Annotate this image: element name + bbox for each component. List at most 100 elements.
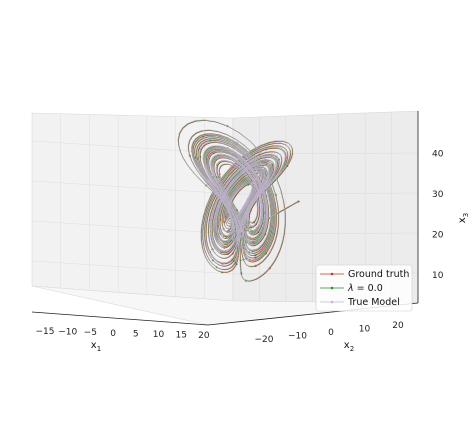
trajectory-point (269, 250, 271, 252)
trajectory-point (262, 179, 264, 182)
legend-label-lambda-symbol: λ (347, 283, 354, 294)
x1-axis-label-sub: 1 (97, 345, 101, 353)
trajectory-point (221, 250, 223, 252)
trajectory-point (210, 233, 212, 235)
x3-axis-label-main: x (457, 217, 468, 223)
trajectory-point (249, 177, 252, 179)
trajectory-point (239, 239, 241, 241)
legend-label-ground-truth: Ground truth (348, 269, 409, 280)
legend: Ground truth λ = 0.0 True Model (315, 264, 413, 312)
x2-tick-label: 10 (359, 325, 371, 335)
grid-lines (31, 112, 419, 303)
trajectory-point (245, 176, 248, 178)
legend-label-lambda: λ = 0.0 (347, 283, 383, 294)
trajectory-point (258, 195, 260, 197)
trajectory-point (252, 193, 254, 195)
trajectory-point (230, 232, 232, 234)
x3-tick-label: 20 (432, 231, 444, 241)
trajectory-point (219, 238, 222, 240)
trajectory-point (267, 240, 269, 242)
trajectory-point (249, 204, 251, 206)
trajectory-point (247, 241, 249, 243)
x1-axis-label: x1 (91, 340, 101, 353)
trajectory-point (261, 163, 263, 166)
trajectory-point (241, 224, 243, 226)
x1-tick-label: −5 (84, 328, 97, 338)
trajectory-point (287, 146, 289, 148)
trajectory-point (215, 213, 217, 215)
trajectory-point (254, 223, 256, 225)
trajectory-point (212, 240, 214, 242)
trajectory-point (228, 211, 231, 213)
grid-line (31, 180, 234, 195)
trajectory-point (232, 226, 234, 228)
trajectory-point (228, 217, 230, 219)
trajectory-point (256, 196, 258, 198)
trajectory-point (240, 230, 243, 232)
trajectory-point (219, 232, 221, 234)
trajectory-point (200, 166, 202, 168)
trajectory-point (264, 238, 266, 240)
x1-tick-label: 0 (110, 329, 116, 339)
trajectory-point (217, 157, 219, 159)
trajectory-point (235, 192, 237, 194)
x3-axis-label: x3 (457, 213, 470, 223)
x1-tick-label: 20 (198, 331, 210, 341)
trajectory-point (230, 151, 232, 153)
x2-ticks: −20 −10 0 10 20 (255, 321, 404, 345)
trajectory-point (223, 246, 225, 248)
trajectory-point (205, 168, 207, 170)
trajectory-point (226, 124, 228, 127)
grid-line (31, 260, 234, 275)
trajectory-point (212, 157, 214, 159)
grid-line (31, 220, 234, 235)
trajectory-point (248, 219, 250, 221)
trajectory-point (227, 196, 229, 198)
x3-ticks: 10 20 30 40 (432, 150, 444, 282)
series-true-model (177, 119, 299, 281)
trajectory-point (257, 194, 259, 196)
trajectory-line (177, 119, 299, 281)
trajectory-point (248, 258, 250, 260)
x1-ticks: −15 −10 −5 0 5 10 15 20 (36, 327, 210, 341)
trajectory-point (248, 172, 251, 174)
x1-axis-label-main: x (91, 340, 97, 351)
trajectory-point (241, 276, 243, 278)
trajectory-point (236, 240, 238, 242)
x3-axis-label-sub: 3 (462, 213, 470, 217)
trajectory-point (246, 225, 248, 228)
trajectory-point (244, 226, 246, 228)
x2-axis-label-sub: 2 (350, 345, 354, 353)
trajectory-point (233, 219, 235, 221)
trajectory-point (275, 163, 277, 165)
trajectory-point (269, 179, 271, 181)
trajectory-point (204, 219, 206, 221)
x1-tick-label: 5 (133, 329, 139, 339)
trajectory-point (225, 212, 227, 214)
trajectory-point (240, 225, 242, 227)
grid-line (232, 152, 419, 155)
trajectory-point (233, 261, 236, 264)
trajectory-point (242, 250, 244, 252)
trajectory-point (226, 147, 228, 149)
trajectory-point (297, 200, 299, 202)
trajectory-point (228, 148, 231, 150)
legend-box (315, 264, 413, 312)
trajectory-point (231, 203, 233, 205)
trajectory-point (250, 206, 252, 208)
trajectory-point (254, 183, 256, 185)
x1-tick-label: −15 (36, 327, 55, 337)
x3-tick-label: 40 (432, 150, 444, 160)
trajectory-point (248, 211, 250, 213)
trajectory-point (208, 250, 211, 252)
trajectory-point (227, 210, 229, 212)
trajectory-point (270, 192, 272, 194)
x2-tick-label: 0 (328, 328, 334, 338)
trajectory-point (248, 251, 250, 253)
trajectory-point (237, 254, 239, 256)
trajectory-point (222, 208, 224, 210)
trajectory-point (241, 231, 243, 233)
x3-tick-label: 30 (432, 190, 444, 200)
trajectory-point (238, 220, 240, 222)
legend-marker-lambda (330, 286, 334, 290)
